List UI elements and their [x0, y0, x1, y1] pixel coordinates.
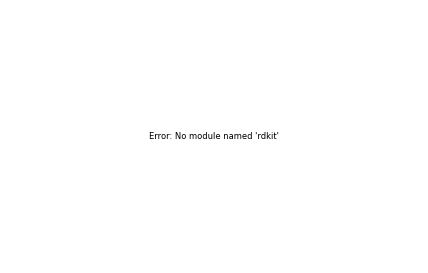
Text: Error: No module named 'rdkit': Error: No module named 'rdkit': [149, 132, 279, 141]
